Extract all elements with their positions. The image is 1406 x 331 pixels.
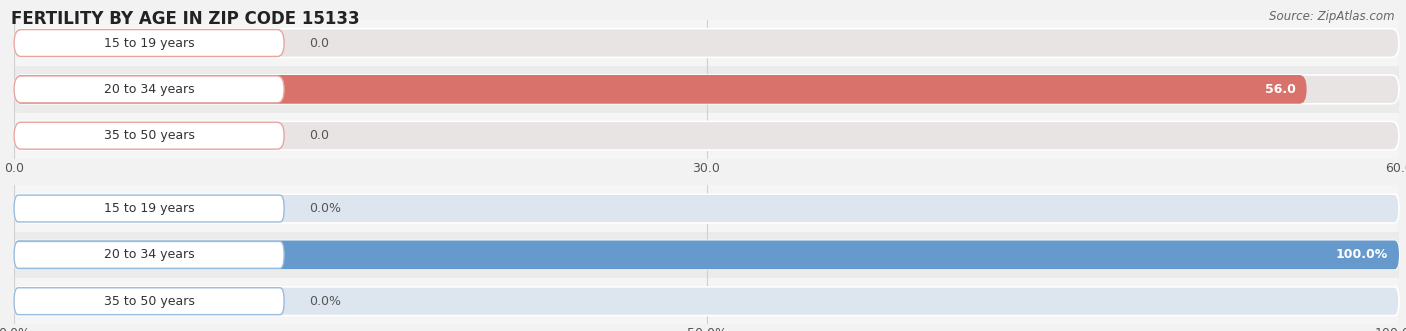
FancyBboxPatch shape [14,194,1399,223]
Bar [14,20,1399,66]
Text: 20 to 34 years: 20 to 34 years [104,83,194,96]
FancyBboxPatch shape [14,122,284,149]
Bar [14,278,1399,324]
Text: 0.0: 0.0 [309,36,329,50]
FancyBboxPatch shape [14,121,1399,150]
Bar [14,113,1399,159]
FancyBboxPatch shape [14,75,1306,104]
FancyBboxPatch shape [14,76,284,103]
Text: 35 to 50 years: 35 to 50 years [104,129,194,142]
FancyBboxPatch shape [14,287,1399,315]
Bar [14,232,1399,278]
FancyBboxPatch shape [14,241,1399,269]
FancyBboxPatch shape [14,241,1399,269]
FancyBboxPatch shape [14,195,284,222]
Text: 56.0: 56.0 [1264,83,1295,96]
FancyBboxPatch shape [14,29,1399,57]
Text: 0.0%: 0.0% [309,202,342,215]
FancyBboxPatch shape [14,288,284,315]
Text: 20 to 34 years: 20 to 34 years [104,248,194,261]
Bar [14,66,1399,113]
Text: 0.0: 0.0 [309,129,329,142]
FancyBboxPatch shape [14,29,284,57]
Text: 0.0%: 0.0% [309,295,342,308]
Text: 35 to 50 years: 35 to 50 years [104,295,194,308]
Text: 100.0%: 100.0% [1336,248,1388,261]
FancyBboxPatch shape [14,241,284,268]
Text: Source: ZipAtlas.com: Source: ZipAtlas.com [1270,10,1395,23]
FancyBboxPatch shape [14,75,1399,104]
Bar [14,185,1399,232]
Text: 15 to 19 years: 15 to 19 years [104,36,194,50]
Text: 15 to 19 years: 15 to 19 years [104,202,194,215]
Text: FERTILITY BY AGE IN ZIP CODE 15133: FERTILITY BY AGE IN ZIP CODE 15133 [11,10,360,28]
